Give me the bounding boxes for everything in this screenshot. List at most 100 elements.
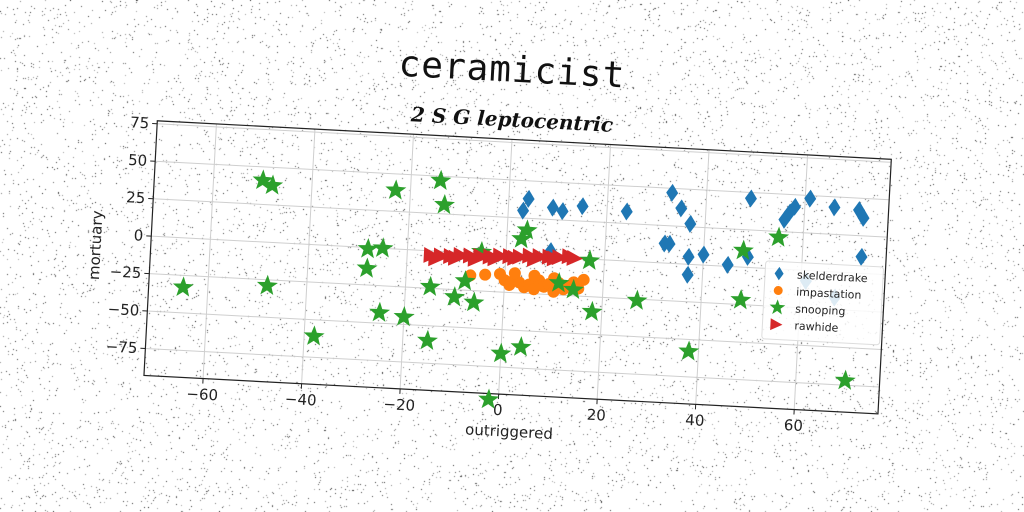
rawhide-point (467, 250, 485, 267)
y-tick-label: 50 (128, 151, 148, 170)
snooping-point (256, 274, 278, 296)
rawhide-point (546, 250, 564, 267)
skelderdrake-point (682, 247, 695, 266)
plot-group: −60 −40 −20 0 20 40 60 75 50 25 0 −25 −50 −75 outrigg… (85, 113, 892, 443)
y-grid-line (147, 310, 882, 351)
snooping-point (579, 249, 601, 270)
snooping-point (393, 306, 415, 327)
skelderdrake-point (788, 197, 801, 216)
snooping-point (417, 329, 438, 350)
snooping-point (430, 169, 452, 190)
impastation-point (528, 269, 541, 282)
snooping-point (372, 237, 394, 258)
snooping-point (369, 301, 391, 322)
snooping-point (385, 179, 407, 200)
snooping-point (768, 226, 790, 247)
x-grid-line (301, 129, 316, 384)
rawhide-point (566, 249, 583, 266)
snooping-point (357, 238, 379, 259)
data-marks (172, 169, 870, 409)
skelderdrake-point (684, 214, 697, 233)
y-tick-label: 25 (126, 188, 146, 207)
skelderdrake-point (828, 198, 841, 217)
snooping-point (834, 369, 856, 390)
skelderdrake-point (620, 202, 633, 221)
skelderdrake-point (855, 247, 868, 266)
legend-marker-skelderdrake (774, 266, 784, 281)
rawhide-point (487, 250, 504, 267)
x-grid-line (695, 149, 710, 405)
legend-marker-snooping (769, 299, 786, 315)
y-grid-line (153, 198, 888, 238)
skelderdrake-point (744, 189, 757, 208)
skelderdrake-point (546, 198, 559, 217)
skelderdrake-point (675, 199, 688, 218)
rawhide-point (507, 249, 524, 266)
snooping-point (454, 270, 476, 291)
x-tick-label: 20 (586, 406, 606, 425)
x-axis-label: outriggered (465, 420, 554, 443)
plot-frame (143, 120, 892, 415)
y-grid-line (155, 160, 890, 201)
x-tick-label: −60 (186, 385, 219, 405)
legend-label: rawhide (794, 319, 839, 334)
snooping-point (172, 276, 194, 297)
legend-marker-impastation (773, 286, 783, 296)
impastation-point (479, 268, 492, 281)
y-tick-label: −75 (105, 337, 138, 357)
skelderdrake-point (857, 208, 870, 227)
y-grid-line (157, 123, 892, 163)
x-grid-line (399, 134, 414, 389)
rawhide-point (447, 249, 465, 266)
legend-label: skelderdrake (797, 269, 868, 286)
y-tick-label: −25 (109, 263, 142, 283)
x-grid-line (202, 123, 217, 379)
legend-marker-rawhide (770, 318, 783, 331)
skelderdrake-point (721, 255, 734, 274)
snooping-point (730, 289, 752, 310)
x-tick-label: 0 (493, 401, 503, 419)
snooping-point (419, 275, 441, 297)
rawhide-point (428, 250, 445, 267)
skelderdrake-point (517, 201, 530, 220)
legend-label: snooping (795, 302, 846, 318)
x-tick-label: −40 (284, 390, 317, 410)
snooping-point (252, 169, 274, 190)
snooping-point (262, 174, 284, 195)
skelderdrake-point (666, 183, 679, 202)
y-tick-label: −50 (107, 300, 140, 320)
skelderdrake-point (522, 189, 535, 208)
skelderdrake-point (853, 201, 865, 220)
x-tick-label: −20 (383, 395, 416, 415)
snooping-point (733, 239, 754, 260)
legend-label: impastation (796, 285, 862, 301)
impastation-point (577, 273, 590, 286)
snooping-point (444, 286, 465, 307)
x-tick-label: 40 (685, 411, 705, 430)
skelderdrake-point (663, 234, 676, 253)
series-snooping (172, 169, 856, 409)
y-tick-label: 0 (133, 226, 143, 244)
snooping-point (356, 257, 378, 278)
y-axis-label: mortuary (85, 210, 107, 281)
snooping-point (303, 325, 325, 346)
skelderdrake-point (681, 265, 694, 284)
snooping-point (563, 278, 584, 300)
skelderdrake-point (804, 189, 817, 208)
rawhide-point (526, 250, 544, 267)
snooping-point (434, 193, 455, 215)
snooping-point (548, 272, 570, 293)
y-grid-line (145, 348, 880, 388)
skelderdrake-point (576, 197, 589, 216)
axis-ticks: −60 −40 −20 0 20 40 60 75 50 25 0 −25 −50 −75 (105, 113, 803, 435)
snooping-point (626, 289, 648, 310)
x-grid-line (596, 144, 612, 400)
snooping-point (581, 300, 603, 322)
skelderdrake-point (697, 245, 710, 264)
skelderdrake-point (556, 202, 569, 221)
snooping-point (463, 291, 485, 312)
snooping-point (678, 340, 700, 361)
snooping-point (516, 219, 538, 240)
